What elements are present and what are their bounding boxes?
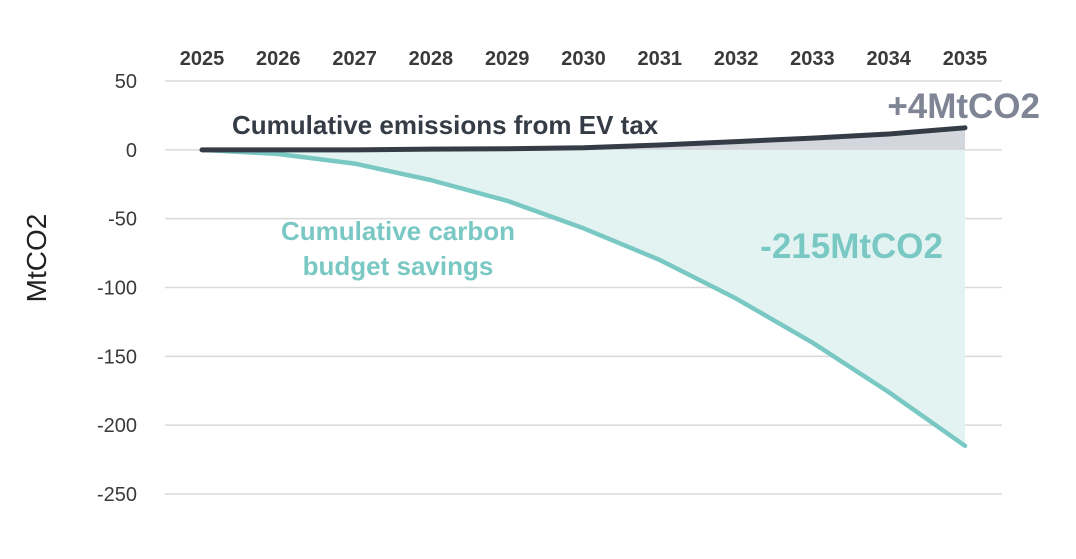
areas (202, 127, 965, 446)
y-tick-label: 50 (115, 71, 137, 93)
x-tick-label: 2028 (409, 48, 454, 70)
savings-series-label-line2: budget savings (303, 251, 494, 281)
x-axis-ticks: 2025 2026 2027 2028 2029 2030 2031 2032 2033 2034… (180, 48, 988, 70)
y-axis-label: MtCO2 (21, 214, 52, 303)
savings-series-label-line1: Cumulative carbon (281, 216, 515, 246)
x-tick-label: 2031 (638, 48, 683, 70)
y-tick-label: -100 (97, 278, 137, 300)
x-tick-label: 2025 (180, 48, 225, 70)
savings-area (202, 149, 965, 446)
y-tick-label: -50 (108, 209, 137, 231)
emissions-line (199, 125, 968, 153)
emissions-area (202, 127, 965, 150)
x-tick-label: 2033 (790, 48, 835, 70)
y-tick-label: -150 (97, 346, 137, 368)
x-tick-label: 2035 (943, 48, 988, 70)
savings-line (199, 147, 968, 449)
series-lines (199, 125, 968, 449)
x-tick-label: 2034 (866, 48, 911, 70)
y-axis-ticks: 50 0 -50 -100 -150 -200 -250 (97, 71, 137, 506)
y-tick-label: -200 (97, 415, 137, 437)
savings-total-annotation: -215MtCO2 (760, 227, 943, 266)
x-tick-label: 2029 (485, 48, 530, 70)
x-tick-label: 2027 (332, 48, 377, 70)
y-tick-label: -250 (97, 484, 137, 506)
x-tick-label: 2030 (561, 48, 606, 70)
emissions-series-label: Cumulative emissions from EV tax (232, 110, 659, 140)
y-tick-label: 0 (126, 140, 137, 162)
x-tick-label: 2032 (714, 48, 759, 70)
x-tick-label: 2026 (256, 48, 301, 70)
emissions-total-annotation: +4MtCO2 (887, 87, 1040, 126)
